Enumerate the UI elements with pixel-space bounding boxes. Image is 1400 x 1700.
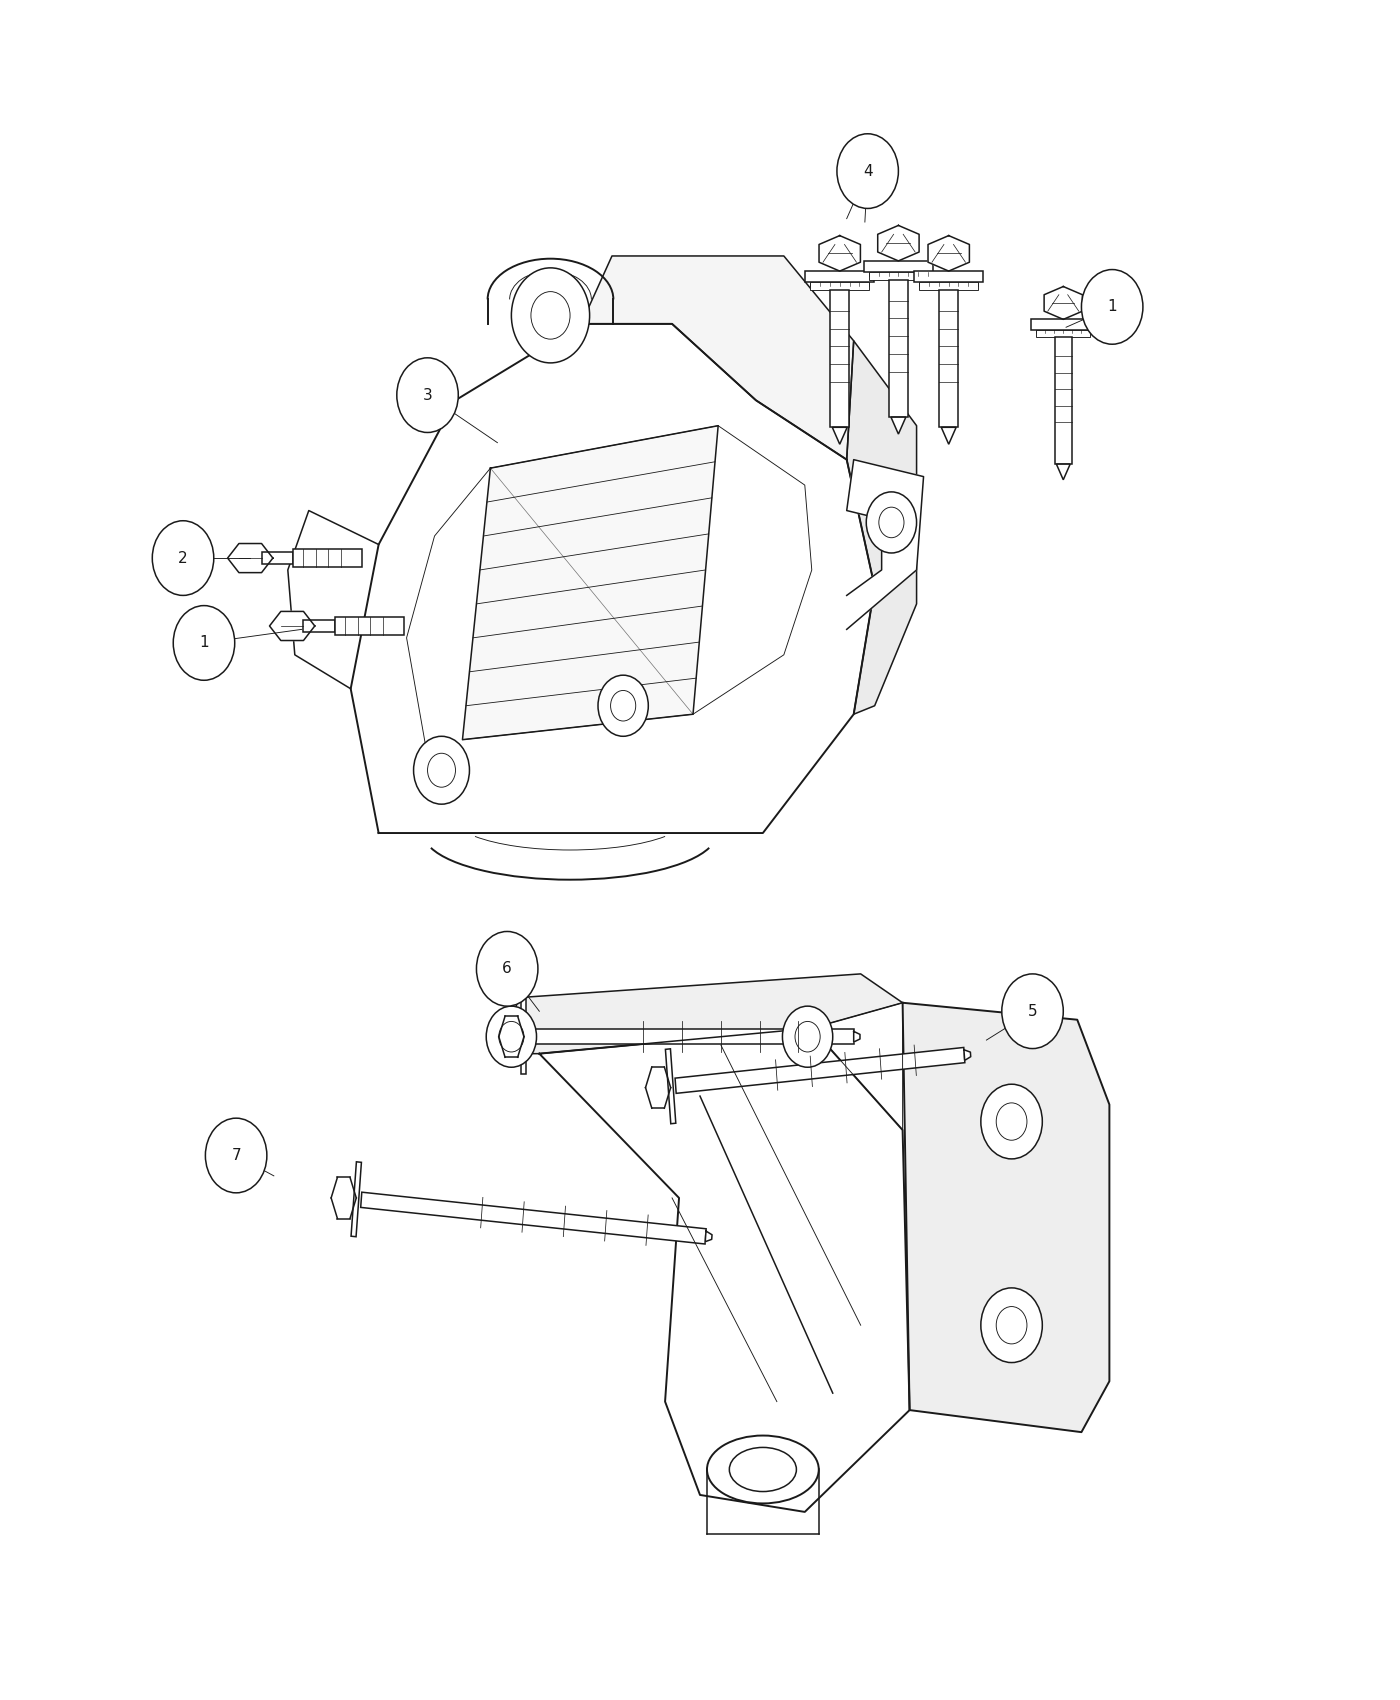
Circle shape [981, 1085, 1043, 1159]
Polygon shape [941, 427, 956, 444]
Polygon shape [1044, 287, 1082, 320]
Ellipse shape [707, 1435, 819, 1503]
Bar [889, 280, 907, 416]
Text: 1: 1 [1107, 299, 1117, 314]
Polygon shape [903, 1003, 1109, 1431]
Bar [914, 270, 983, 282]
Polygon shape [675, 1047, 965, 1093]
Polygon shape [361, 1192, 706, 1244]
Polygon shape [965, 1049, 970, 1061]
Polygon shape [521, 1000, 526, 1074]
Polygon shape [228, 544, 273, 573]
Text: 3: 3 [423, 388, 433, 403]
Polygon shape [890, 416, 906, 434]
Circle shape [174, 605, 235, 680]
Polygon shape [645, 1068, 671, 1108]
Polygon shape [847, 459, 924, 629]
Circle shape [1002, 974, 1063, 1049]
Polygon shape [539, 1028, 910, 1511]
Polygon shape [332, 1178, 356, 1219]
Polygon shape [928, 236, 969, 270]
Bar [293, 549, 363, 568]
Text: 1: 1 [199, 636, 209, 651]
Bar [1036, 330, 1091, 337]
Polygon shape [854, 1032, 860, 1042]
Polygon shape [504, 974, 903, 1054]
Circle shape [837, 134, 899, 209]
Bar [830, 291, 848, 427]
Circle shape [1081, 270, 1142, 343]
Circle shape [476, 932, 538, 1006]
Polygon shape [351, 1161, 361, 1236]
Polygon shape [350, 325, 875, 833]
Circle shape [486, 1006, 536, 1068]
Polygon shape [270, 612, 315, 641]
Circle shape [206, 1119, 267, 1193]
Polygon shape [878, 226, 918, 260]
Bar [939, 291, 958, 427]
Polygon shape [819, 236, 861, 270]
Polygon shape [462, 425, 718, 740]
Text: 2: 2 [178, 551, 188, 566]
Bar [869, 272, 928, 280]
Bar [262, 552, 293, 564]
Circle shape [413, 736, 469, 804]
Circle shape [867, 491, 917, 552]
Circle shape [598, 675, 648, 736]
Polygon shape [498, 1017, 524, 1057]
Circle shape [396, 357, 458, 432]
Text: 4: 4 [862, 163, 872, 178]
Bar [864, 260, 932, 272]
Text: 5: 5 [1028, 1003, 1037, 1018]
Bar [304, 620, 335, 632]
Text: 7: 7 [231, 1148, 241, 1163]
Polygon shape [581, 257, 854, 459]
Circle shape [981, 1289, 1043, 1363]
Polygon shape [832, 427, 847, 444]
Circle shape [511, 269, 589, 362]
Bar [920, 282, 979, 291]
Bar [335, 617, 405, 636]
Polygon shape [847, 340, 917, 714]
Bar [811, 282, 869, 291]
Polygon shape [665, 1049, 676, 1124]
Circle shape [153, 520, 214, 595]
Text: 6: 6 [503, 960, 512, 976]
Polygon shape [288, 510, 378, 688]
Polygon shape [1057, 464, 1070, 479]
Polygon shape [529, 1028, 854, 1044]
Bar [1032, 320, 1095, 330]
Circle shape [783, 1006, 833, 1068]
Polygon shape [706, 1231, 713, 1241]
Bar [1054, 337, 1072, 464]
Bar [805, 270, 874, 282]
